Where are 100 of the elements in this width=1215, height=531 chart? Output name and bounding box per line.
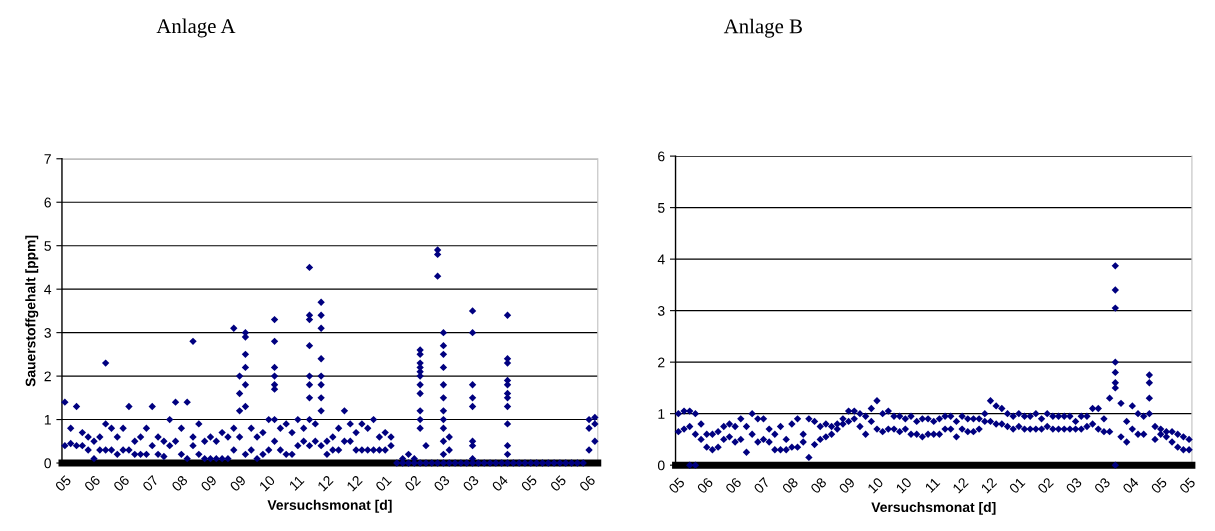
- point: [317, 355, 325, 363]
- point: [503, 441, 512, 450]
- point: [305, 342, 314, 350]
- point: [468, 381, 477, 389]
- x-tick-label: 05: [520, 474, 538, 492]
- x-tick-label: 02: [1036, 477, 1054, 495]
- x-tick-label: 06: [83, 474, 101, 492]
- x-tick-label: 06: [578, 474, 596, 492]
- point: [270, 315, 279, 324]
- point: [317, 311, 325, 319]
- point: [1145, 379, 1154, 387]
- x-tick-label: 12: [952, 477, 969, 494]
- point: [416, 424, 424, 432]
- point: [235, 389, 244, 398]
- point: [1111, 461, 1119, 469]
- y-tick-label: 6: [658, 151, 665, 162]
- point: [439, 407, 448, 415]
- x-tick-label: 06: [724, 476, 742, 495]
- x-tick-label: 09: [229, 474, 247, 492]
- x-tick-label: 03: [1065, 476, 1083, 495]
- point: [270, 363, 279, 372]
- point: [241, 333, 250, 341]
- y-tick-label: 5: [44, 241, 51, 251]
- point: [241, 363, 250, 372]
- point: [1145, 394, 1154, 402]
- x-tick-label: 01: [374, 474, 392, 492]
- x-tick-label: 07: [753, 477, 771, 495]
- x-axis-title: Versuchsmonat [d]: [871, 501, 996, 515]
- y-tick-label: 0: [44, 458, 52, 469]
- y-tick-label: 0: [657, 460, 665, 471]
- x-tick-label: 09: [200, 474, 218, 492]
- y-tick-label: 2: [658, 357, 665, 368]
- x-tick-label: 07: [141, 474, 159, 492]
- x-tick-label: 04: [1122, 476, 1140, 495]
- x-tick-label: 02: [404, 474, 422, 492]
- y-axis-title: Sauerstoffgehalt [ppm]: [25, 235, 39, 387]
- point: [241, 381, 250, 389]
- point: [235, 407, 244, 415]
- point: [503, 402, 512, 411]
- x-tick-label: 12: [346, 474, 363, 492]
- point: [439, 328, 448, 337]
- point: [468, 402, 477, 411]
- point: [1111, 379, 1119, 387]
- point: [691, 461, 700, 469]
- x-tick-label: 12: [980, 477, 998, 494]
- x-tick-label: 05: [54, 474, 72, 492]
- x-axis-title: Versuchsmonat [d]: [267, 499, 392, 513]
- y-tick-label: 7: [44, 154, 51, 164]
- x-tick-label: 08: [781, 476, 799, 495]
- point: [305, 263, 314, 272]
- y-tick-label: 2: [44, 371, 51, 382]
- point: [439, 342, 448, 350]
- point: [317, 381, 325, 389]
- point: [305, 394, 314, 402]
- point: [503, 420, 512, 428]
- point: [468, 328, 477, 337]
- point: [1111, 304, 1119, 312]
- point: [1111, 368, 1119, 377]
- x-tick-label: 08: [809, 476, 828, 495]
- x-tick-label: 06: [696, 476, 714, 495]
- point: [439, 424, 448, 432]
- point: [241, 350, 250, 359]
- x-tick-label: 05: [668, 476, 686, 495]
- y-tick-label: 3: [44, 327, 51, 338]
- point: [503, 394, 512, 402]
- x-tick-label: 05: [1150, 476, 1168, 495]
- x-tick-label: 03: [1093, 476, 1111, 495]
- point: [305, 372, 314, 380]
- point: [416, 381, 424, 389]
- x-tick-label: 08: [171, 474, 189, 492]
- point: [101, 359, 110, 367]
- point: [270, 372, 279, 380]
- point: [439, 415, 448, 424]
- x-tick-label: 09: [838, 476, 856, 495]
- x-tick-label: 12: [317, 474, 334, 492]
- y-tick-label: 1: [658, 409, 665, 419]
- y-tick-label: 4: [44, 284, 52, 295]
- point: [503, 450, 512, 459]
- point: [439, 350, 448, 359]
- x-tick-label: 05: [549, 474, 567, 492]
- point: [1111, 286, 1119, 294]
- chart-title: Anlage A: [156, 18, 236, 38]
- x-tick-label: 05: [1178, 476, 1196, 495]
- point: [686, 461, 694, 469]
- point: [468, 394, 477, 402]
- y-tick-label: 3: [657, 305, 665, 316]
- x-tick-label: 11: [288, 474, 305, 491]
- y-tick-label: 4: [657, 254, 665, 265]
- point: [416, 415, 424, 424]
- point: [439, 363, 448, 372]
- x-tick-label: 10: [895, 476, 913, 494]
- chart-title: Anlage B: [723, 18, 802, 38]
- point: [439, 450, 448, 459]
- x-tick-label: 10: [867, 476, 884, 494]
- y-tick-label: 1: [44, 415, 51, 425]
- point: [305, 381, 314, 389]
- point: [503, 381, 512, 389]
- point: [317, 298, 325, 306]
- point: [230, 324, 238, 332]
- point: [439, 437, 448, 445]
